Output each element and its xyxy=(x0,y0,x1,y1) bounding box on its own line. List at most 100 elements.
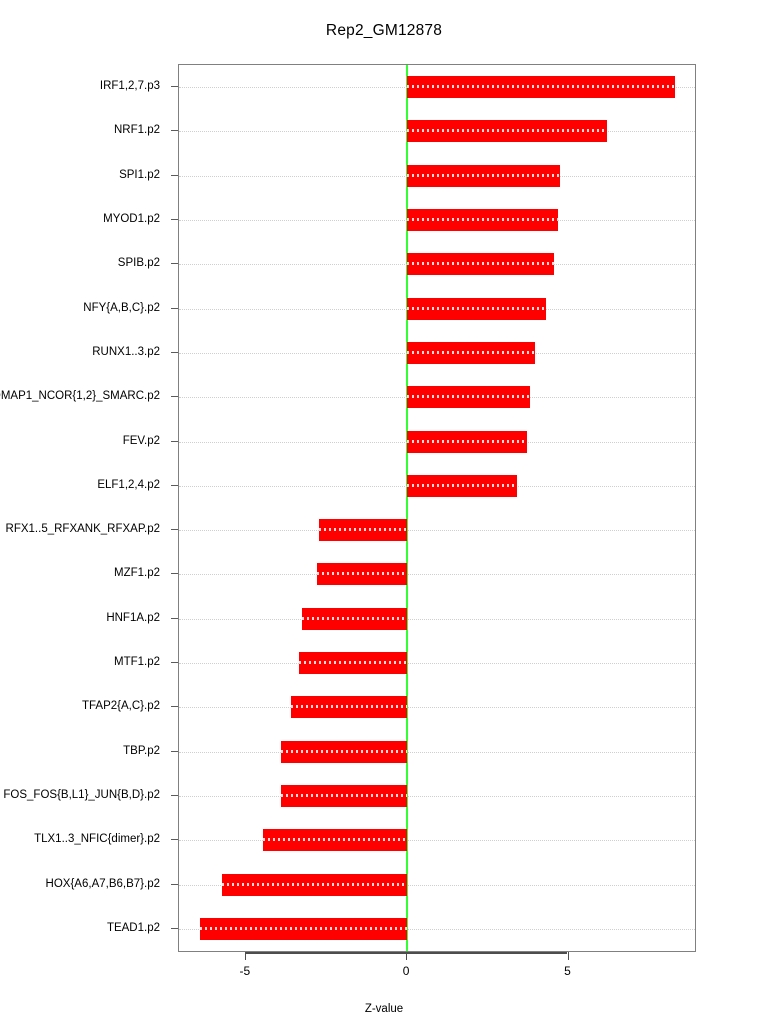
y-axis-tick xyxy=(171,440,178,442)
y-axis-tick xyxy=(171,351,178,353)
bar-hatch xyxy=(407,306,546,310)
y-axis-label: RFX1..5_RFXANK_RFXAP.p2 xyxy=(5,523,160,536)
y-axis-tick xyxy=(171,883,178,885)
y-axis-tick xyxy=(171,839,178,841)
bar xyxy=(407,341,535,364)
y-axis-label: IRF1,2,7.p3 xyxy=(99,80,160,93)
y-axis-label: RUNX1..3.p2 xyxy=(92,345,160,358)
bar xyxy=(407,386,530,409)
bar xyxy=(280,784,408,807)
y-axis-tick xyxy=(171,617,178,619)
y-axis-tick xyxy=(171,219,178,221)
y-axis-labels: IRF1,2,7.p3 NRF1.p2 SPI1.p2 MYOD1.p2 SPIB.p2… xyxy=(0,64,170,952)
bar-hatch xyxy=(407,350,535,354)
gridline xyxy=(179,751,695,753)
gridline xyxy=(179,928,695,930)
y-axis-label: FEV.p2 xyxy=(122,434,160,447)
bar-hatch xyxy=(407,395,530,399)
bar-hatch xyxy=(407,483,517,487)
gridline xyxy=(179,663,695,665)
bar xyxy=(262,829,408,852)
x-axis-tick-label: 5 xyxy=(564,964,571,978)
y-axis-tick xyxy=(171,706,178,708)
y-axis-tick xyxy=(171,484,178,486)
bar xyxy=(407,430,527,453)
y-axis-label: NRF1.p2 xyxy=(113,124,160,137)
bar-hatch xyxy=(221,882,408,886)
y-axis-tick xyxy=(171,529,178,531)
y-axis-tick xyxy=(171,662,178,664)
bar xyxy=(407,164,561,187)
y-axis-label: HNF1A.p2 xyxy=(106,611,160,624)
x-axis-tick xyxy=(244,952,246,960)
gridline xyxy=(179,884,695,886)
y-axis-tick xyxy=(171,307,178,309)
x-axis-tick-label: 0 xyxy=(402,964,410,978)
bar-hatch xyxy=(407,262,554,266)
bar xyxy=(199,917,408,940)
x-axis-tick xyxy=(406,952,408,960)
bar-hatch xyxy=(407,218,558,222)
gridline xyxy=(179,574,695,576)
chart-title: Rep2_GM12878 xyxy=(325,22,443,39)
bar-hatch xyxy=(301,616,408,620)
y-axis-tick xyxy=(171,174,178,176)
y-axis-label: TBP.p2 xyxy=(123,744,160,757)
y-axis-label: FOS_FOS{B,L1}_JUN{B,D}.p2 xyxy=(3,788,160,801)
bar-hatch xyxy=(407,85,675,89)
bar-hatch xyxy=(319,528,408,532)
bar-hatch xyxy=(290,705,408,709)
x-axis-tick xyxy=(567,952,569,960)
y-axis-label: TFAP2{A,C}.p2 xyxy=(82,700,160,713)
y-axis-tick xyxy=(171,130,178,132)
bar xyxy=(407,76,675,99)
bar xyxy=(407,474,517,497)
bar-hatch xyxy=(298,661,408,665)
bar xyxy=(407,297,546,320)
y-axis-label: HOX{A6,A7,B6,B7}.p2 xyxy=(45,877,160,890)
gridline xyxy=(179,795,695,797)
y-axis-label: SPI1.p2 xyxy=(119,168,160,181)
bar-hatch xyxy=(280,793,408,797)
bar-hatch xyxy=(280,749,408,753)
x-axis-title: Z-value xyxy=(364,1003,404,1015)
x-axis: -5 0 5 xyxy=(178,952,696,1012)
bar-hatch xyxy=(317,572,408,576)
bar-hatch xyxy=(407,129,608,133)
y-axis-label: NFY{A,B,C}.p2 xyxy=(83,301,160,314)
y-axis-tick xyxy=(171,750,178,752)
y-axis-tick xyxy=(171,86,178,88)
y-axis-tick xyxy=(171,396,178,398)
gridline xyxy=(179,840,695,842)
y-axis-tick xyxy=(171,927,178,929)
gridline xyxy=(179,618,695,620)
bar xyxy=(407,120,608,143)
y-axis-label: DMAP1_NCOR{1,2}_SMARC.p2 xyxy=(0,390,160,403)
plot-area xyxy=(179,65,695,951)
zero-reference-line xyxy=(406,65,409,951)
plot-panel xyxy=(178,64,696,952)
y-axis-ticks xyxy=(171,64,178,952)
bar xyxy=(319,519,408,542)
bar-hatch xyxy=(199,926,408,930)
bar-hatch xyxy=(407,439,527,443)
x-axis-tick-label: -5 xyxy=(239,964,251,978)
bar xyxy=(290,696,408,719)
y-axis-tick xyxy=(171,263,178,265)
gridline xyxy=(179,530,695,532)
y-axis-tick xyxy=(171,573,178,575)
gridline xyxy=(179,707,695,709)
y-axis-label: MZF1.p2 xyxy=(113,567,160,580)
y-axis-tick xyxy=(171,794,178,796)
y-axis-label: ELF1,2,4.p2 xyxy=(97,478,160,491)
y-axis-label: SPIB.p2 xyxy=(117,257,160,270)
bar xyxy=(407,209,558,232)
bar xyxy=(407,253,554,276)
bar-hatch xyxy=(407,173,561,177)
y-axis-label: MYOD1.p2 xyxy=(103,213,160,226)
y-axis-label: MTF1.p2 xyxy=(113,656,160,669)
bar xyxy=(280,740,408,763)
bar xyxy=(317,563,408,586)
bar xyxy=(298,652,408,675)
bar-hatch xyxy=(262,838,408,842)
